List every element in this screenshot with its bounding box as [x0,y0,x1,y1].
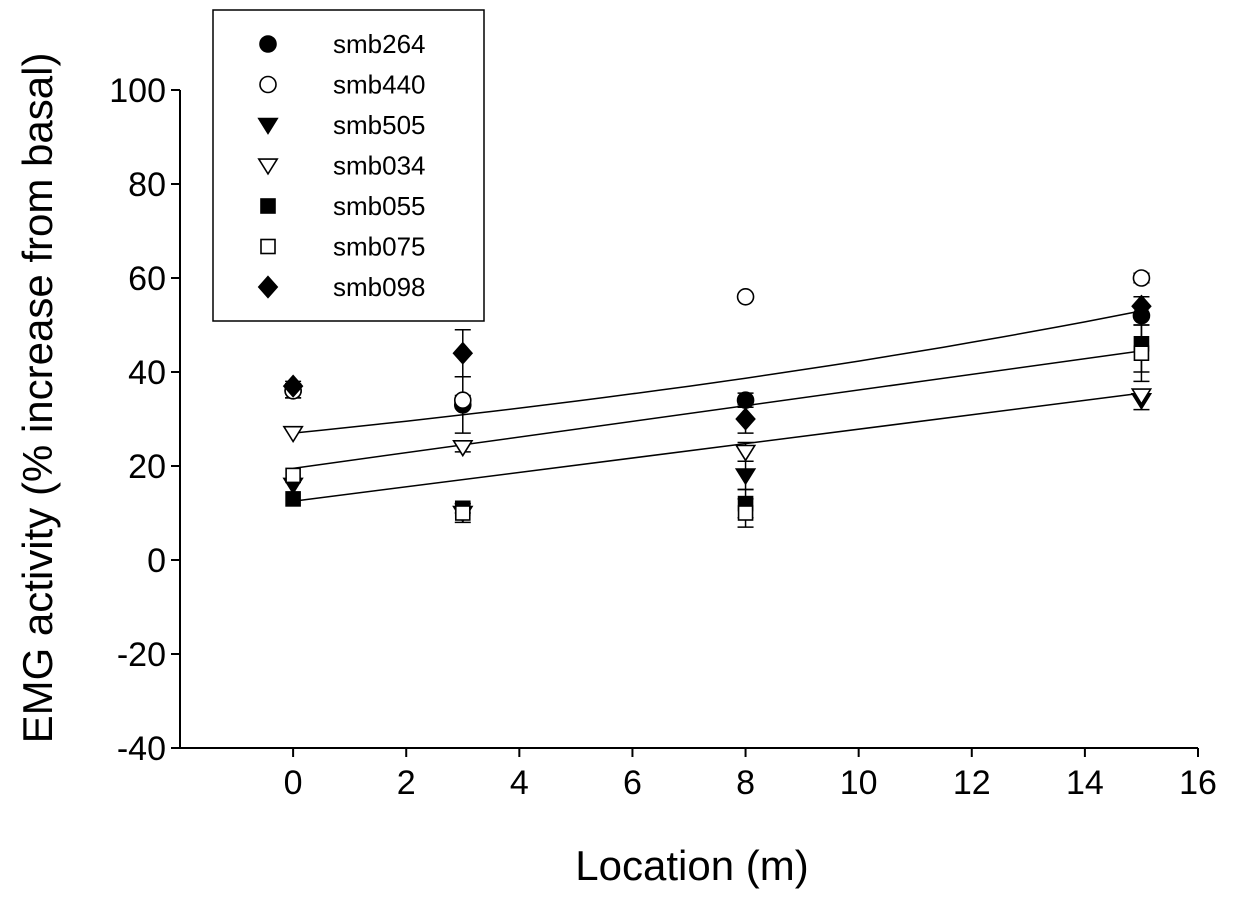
y-tick-label: -40 [117,730,166,768]
x-tick-label: 10 [840,764,878,802]
data-point-smb440 [736,287,755,306]
legend-label-smb505: smb505 [333,110,426,140]
y-tick-label: 0 [147,542,166,580]
x-tick-label: 14 [1066,764,1104,802]
x-tick-label: 8 [736,764,755,802]
x-axis-title: Location (m) [575,842,808,889]
y-tick-label: 100 [109,72,166,110]
legend-marker-smb264 [259,35,277,53]
legend-marker-smb055 [260,198,276,214]
fit-lines [293,310,1142,502]
data-point-smb034 [734,444,757,462]
data-point-smb034 [282,425,304,444]
x-tick-label: 0 [284,764,303,802]
legend-marker-smb505 [257,117,279,135]
data-point-smb505 [734,468,757,486]
legend-label-smb440: smb440 [333,70,426,100]
legend-marker-smb098 [257,275,279,299]
data-point-smb034 [1130,388,1153,406]
legend-label-smb075: smb075 [333,232,426,262]
y-tick-label: -20 [117,636,166,674]
x-tick-label: 4 [510,764,529,802]
data-point-smb440 [453,391,472,410]
fit-line [293,310,1142,434]
legend-marker-smb075 [260,238,276,255]
legend: smb264 smb440 smb505 smb034 smb055 smb075 smb0… [212,9,485,322]
fit-line [293,392,1142,502]
data-point-smb034 [452,439,474,458]
data-point-smb075 [737,505,754,521]
x-tick-label: 2 [397,764,416,802]
data-point-smb075 [1133,345,1150,362]
data-point-smb075 [454,505,471,521]
data-point-smb098 [452,341,474,365]
y-tick-label: 40 [128,354,166,392]
y-tick-label: 20 [128,448,166,486]
data-point-smb098 [735,407,756,431]
legend-label-smb264: smb264 [333,29,426,59]
x-tick-label: 12 [953,764,991,802]
data-point-smb098 [1131,294,1152,318]
axes [171,89,1199,757]
data-point-smb075 [285,467,301,484]
legend-marker-smb034 [257,158,279,176]
data-point-smb264 [736,391,755,410]
data-point-smb098 [282,374,304,398]
legend-label-smb034: smb034 [333,151,426,181]
y-tick-label: 60 [128,260,166,298]
x-tick-label: 6 [623,764,642,802]
data-point-smb440 [1132,269,1151,287]
legend-box [212,9,485,322]
fit-line [293,350,1142,470]
data-point-smb055 [285,491,301,507]
data-points [282,269,1153,523]
y-axis-title: EMG activity (% increase from basal) [14,53,61,744]
x-tick-label: 16 [1179,764,1217,802]
legend-label-smb055: smb055 [333,191,426,221]
legend-marker-smb440 [259,75,277,94]
y-tick-label: 80 [128,166,166,204]
legend-label-smb098: smb098 [333,272,426,302]
tick-labels: 0 2 4 6 8 10 12 14 16 -40 -20 0 20 40 60 80 100 [109,72,1217,802]
